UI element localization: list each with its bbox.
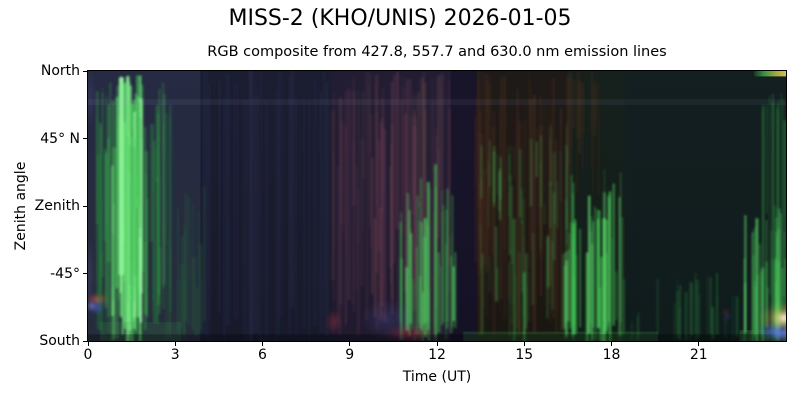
x-tick-mark xyxy=(262,342,263,346)
x-tick-label: 12 xyxy=(428,347,446,363)
figure-subtitle: RGB composite from 427.8, 557.7 and 630.… xyxy=(207,44,667,60)
y-tick-mark xyxy=(83,205,87,207)
y-tick-mark xyxy=(83,138,87,139)
x-tick-mark xyxy=(698,342,700,346)
y-tick-mark xyxy=(83,70,87,72)
x-tick-label: 15 xyxy=(515,347,534,363)
x-axis-title: Time (UT) xyxy=(402,369,472,385)
y-tick-mark xyxy=(83,340,87,342)
x-tick-label: 9 xyxy=(345,347,355,363)
x-tick-mark xyxy=(87,342,89,346)
x-tick-label: 6 xyxy=(258,347,267,363)
x-tick-label: 3 xyxy=(170,347,180,363)
y-tick-mark xyxy=(83,273,87,274)
x-tick-label: 21 xyxy=(689,347,708,363)
y-tick-label: North xyxy=(40,63,80,79)
x-tick-mark xyxy=(436,342,438,346)
x-tick-label: 0 xyxy=(83,347,93,363)
keogram-plot-area xyxy=(87,70,787,342)
x-tick-label: 18 xyxy=(602,347,621,363)
y-tick-label: South xyxy=(39,333,80,349)
x-tick-mark xyxy=(174,342,176,346)
figure-title: MISS-2 (KHO/UNIS) 2026-01-05 xyxy=(228,6,572,31)
x-tick-mark xyxy=(349,342,351,346)
y-tick-label: Zenith xyxy=(34,198,80,214)
y-tick-label: -45° xyxy=(50,265,80,282)
y-tick-label: 45° N xyxy=(40,130,80,147)
keogram-image xyxy=(88,71,786,341)
x-tick-mark xyxy=(611,342,612,346)
x-tick-mark xyxy=(523,342,525,346)
